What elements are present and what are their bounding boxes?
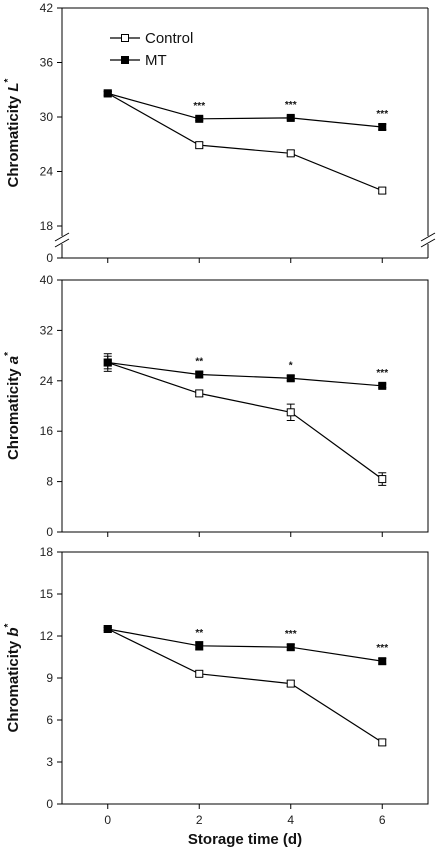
significance-mark: *** [285, 100, 297, 111]
data-point-open-square [286, 149, 295, 158]
x-tick-label: 6 [379, 813, 386, 827]
y-tick-label: 3 [46, 755, 53, 769]
y-tick-label: 24 [40, 165, 54, 179]
legend-label: Control [145, 30, 193, 47]
data-point-filled-square [195, 370, 204, 379]
data-point-filled-square [286, 643, 295, 652]
significance-mark: *** [193, 101, 205, 112]
x-tick-label: 2 [196, 813, 203, 827]
y-axis-title-superscript: * [3, 78, 14, 82]
series-line [107, 92, 383, 192]
y-tick-label: 0 [46, 797, 53, 811]
plot-frame [61, 551, 429, 805]
series-mt [103, 625, 387, 666]
data-point-open-square [195, 669, 204, 678]
axis-break-mark [54, 232, 70, 242]
series-line [107, 628, 383, 743]
y-axis-title-main: Chromaticity [5, 92, 22, 188]
axis-break-mark [54, 238, 70, 248]
x-tick-label: 4 [287, 813, 294, 827]
series-line [107, 628, 383, 662]
significance-mark: ** [195, 357, 203, 368]
data-point-filled-square [103, 625, 112, 633]
y-tick-label: 24 [40, 374, 54, 388]
y-axis-title: Chromaticity a* [3, 352, 22, 460]
y-tick-label: 18 [40, 219, 54, 233]
axis-break-mark [420, 238, 436, 248]
legend: Control MT [110, 30, 193, 69]
series-line [107, 361, 383, 480]
y-axis-title-superscript: * [3, 352, 14, 356]
data-point-open-square [286, 679, 295, 688]
y-axis-title: Chromaticity b* [3, 623, 22, 732]
legend-label: MT [145, 52, 167, 69]
y-tick-label: 42 [40, 1, 54, 15]
series-mt [103, 355, 387, 390]
y-tick-label: 15 [40, 587, 54, 601]
y-axis-title-main: Chromaticity [5, 637, 22, 733]
significance-mark: ** [195, 628, 203, 639]
data-point-filled-square [378, 381, 387, 390]
legend-marker-open-square [121, 34, 129, 42]
y-axis-title-superscript: * [3, 623, 14, 627]
axis-break-mark [420, 232, 436, 242]
y-tick-label: 0 [46, 251, 53, 265]
y-tick-label: 12 [40, 629, 54, 643]
x-axis-title: Storage time (d) [188, 831, 302, 848]
y-tick-label: 36 [40, 56, 54, 70]
y-axis-title-variable: a [5, 356, 22, 364]
data-point-filled-square [378, 657, 387, 666]
series-line [107, 361, 383, 387]
data-point-open-square [378, 186, 387, 195]
series-mt [103, 89, 387, 131]
series-line [107, 92, 383, 128]
data-point-filled-square [195, 641, 204, 650]
series-control [103, 353, 387, 486]
data-point-filled-square [103, 89, 112, 98]
data-point-open-square [378, 738, 387, 747]
significance-mark: *** [376, 109, 388, 120]
plot-frame [61, 279, 429, 533]
y-tick-label: 30 [40, 110, 54, 124]
y-axis-title-variable: L [5, 82, 22, 91]
data-point-filled-square [378, 122, 387, 131]
y-tick-label: 32 [40, 323, 54, 337]
data-point-filled-square [195, 114, 204, 123]
significance-mark: *** [285, 629, 297, 640]
data-point-filled-square [103, 358, 112, 367]
y-axis-title-variable: b [5, 627, 22, 636]
series-control [103, 89, 387, 195]
y-tick-label: 0 [46, 525, 53, 539]
data-point-filled-square [286, 374, 295, 383]
y-tick-label: 8 [46, 475, 53, 489]
y-tick-label: 16 [40, 424, 54, 438]
data-point-filled-square [286, 113, 295, 122]
y-tick-label: 40 [40, 273, 54, 287]
y-tick-label: 18 [40, 545, 54, 559]
significance-mark: *** [376, 368, 388, 379]
y-tick-label: 6 [46, 713, 53, 727]
data-point-open-square [195, 141, 204, 150]
data-point-open-square [378, 475, 387, 484]
data-point-open-square [195, 389, 204, 398]
y-axis-title: Chromaticity L* [3, 78, 22, 187]
y-tick-label: 9 [46, 671, 53, 685]
significance-mark: *** [376, 643, 388, 654]
legend-marker-filled-square [121, 56, 129, 64]
data-point-open-square [286, 408, 295, 417]
series-control [103, 625, 387, 747]
significance-mark: * [289, 360, 293, 371]
x-tick-label: 0 [104, 813, 111, 827]
y-axis-title-main: Chromaticity [5, 364, 22, 460]
